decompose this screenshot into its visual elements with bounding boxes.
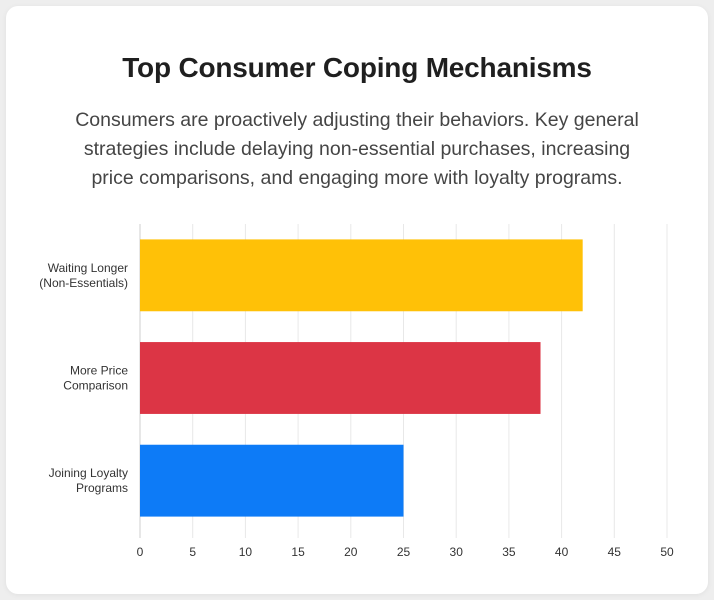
bar[interactable] — [140, 444, 404, 517]
category-label: Joining Loyalty — [49, 466, 128, 480]
x-tick-label: 30 — [450, 545, 464, 559]
y-axis-labels: Waiting Longer(Non-Essentials) More Price… — [39, 261, 128, 495]
x-axis-labels: 0 5 10 15 20 25 30 35 40 45 50 — [137, 545, 674, 559]
category-label: Waiting Longer — [48, 261, 128, 275]
x-tick-label: 50 — [660, 545, 674, 559]
x-tick-label: 20 — [344, 545, 358, 559]
x-tick-label: 0 — [137, 545, 144, 559]
bar[interactable] — [140, 239, 583, 312]
chart-subtitle: Consumers are proactively adjusting thei… — [75, 109, 639, 189]
x-tick-label: 25 — [397, 545, 411, 559]
bar[interactable] — [140, 342, 541, 414]
category-label: (Non-Essentials) — [39, 276, 128, 290]
x-tick-label: 10 — [239, 545, 253, 559]
chart-title: Top Consumer Coping Mechanisms — [122, 52, 592, 83]
x-tick-label: 45 — [608, 545, 622, 559]
x-tick-label: 15 — [291, 545, 305, 559]
bars — [140, 239, 583, 517]
x-tick-label: 5 — [189, 545, 196, 559]
category-label: Programs — [76, 481, 128, 495]
x-tick-label: 40 — [555, 545, 569, 559]
category-label: More Price — [70, 364, 128, 378]
category-label: Comparison — [63, 379, 128, 393]
x-tick-label: 35 — [502, 545, 516, 559]
